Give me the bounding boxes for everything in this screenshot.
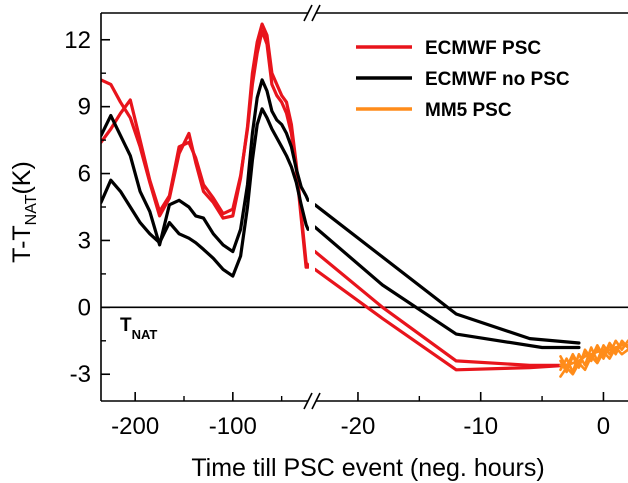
x-tick-label-seg1-0: -20: [341, 413, 376, 440]
y-axis-title-main: T-T: [8, 225, 36, 263]
series-line-ecmwf-no-psc-6: [315, 203, 581, 345]
t-nat-label-sub: NAT: [132, 327, 158, 342]
series-line-ecmwf-no-psc-2: [101, 78, 309, 254]
x-tick-label-seg0-0: -200: [111, 413, 159, 440]
y-tick-label-4: 9: [78, 94, 91, 121]
axis-break-mark-bottom-0: [303, 392, 313, 410]
y-axis-title-sub: NAT: [23, 194, 40, 225]
y-axis-title: T-TNAT(K): [8, 161, 40, 263]
legend-label-2: MM5 PSC: [425, 100, 512, 121]
axis-break-mark-top-0: [303, 4, 313, 22]
x-tick-label-seg1-1: -10: [463, 413, 498, 440]
svg-text:T-TNAT(K): T-TNAT(K): [8, 161, 40, 263]
x-tick-label-seg0-1: -100: [209, 413, 257, 440]
series-line-mm5-psc-11: [559, 346, 628, 378]
series-line-ecmwf-no-psc-3: [101, 107, 309, 278]
legend-label-0: ECMWF PSC: [425, 38, 541, 59]
legend-label-1: ECMWF no PSC: [425, 69, 570, 90]
axis-break-mark-top-1: [311, 4, 321, 22]
series-line-ecmwf-psc-1: [101, 22, 309, 267]
t-nat-label-main: T: [120, 315, 132, 336]
x-axis-title: Time till PSC event (neg. hours): [191, 454, 544, 482]
y-tick-label-2: 3: [78, 227, 91, 254]
series-line-ecmwf-no-psc-7: [315, 225, 581, 350]
axis-break-mark-bottom-1: [311, 392, 321, 410]
series-line-ecmwf-psc-0: [101, 29, 309, 269]
series-layer: [101, 22, 628, 378]
legend: ECMWF PSC ECMWF no PSC MM5 PSC: [356, 38, 570, 121]
y-tick-label-0: -3: [70, 361, 91, 388]
y-tick-label-5: 12: [64, 27, 91, 54]
t-nat-label: TNAT: [120, 315, 157, 342]
series-line-mm5-psc-12: [559, 339, 628, 369]
x-tick-label-seg1-2: 0: [597, 413, 610, 440]
y-axis-title-unit: (K): [8, 161, 36, 194]
y-tick-label-1: 0: [78, 294, 91, 321]
series-line-ecmwf-psc-4: [315, 250, 569, 367]
series-line-ecmwf-psc-5: [315, 267, 569, 372]
y-tick-label-3: 6: [78, 161, 91, 188]
